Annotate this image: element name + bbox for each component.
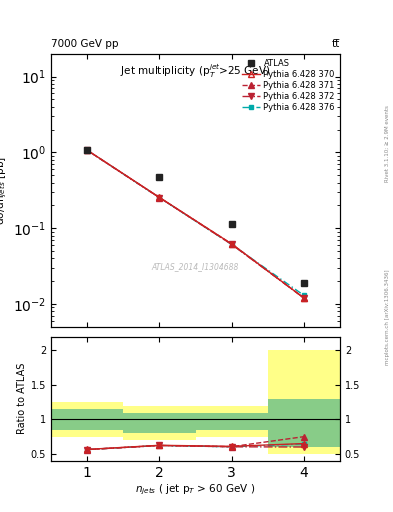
Legend: ATLAS, Pythia 6.428 370, Pythia 6.428 371, Pythia 6.428 372, Pythia 6.428 376: ATLAS, Pythia 6.428 370, Pythia 6.428 37… bbox=[239, 56, 338, 115]
Text: ATLAS_2014_I1304688: ATLAS_2014_I1304688 bbox=[152, 262, 239, 271]
Pythia 6.428 370 bbox=[301, 295, 306, 301]
Line: ATLAS: ATLAS bbox=[84, 147, 307, 286]
Pythia 6.428 372 bbox=[85, 147, 90, 154]
Pythia 6.428 376 bbox=[85, 147, 90, 154]
Pythia 6.428 370 bbox=[229, 241, 234, 247]
Pythia 6.428 372 bbox=[157, 195, 162, 201]
Pythia 6.428 370 bbox=[85, 147, 90, 153]
Pythia 6.428 371 bbox=[229, 241, 234, 247]
Y-axis label: dσ/dn$_{jets}$ [pb]: dσ/dn$_{jets}$ [pb] bbox=[0, 156, 9, 225]
Pythia 6.428 370 bbox=[157, 194, 162, 200]
ATLAS bbox=[301, 280, 306, 286]
ATLAS bbox=[157, 174, 162, 180]
Y-axis label: Ratio to ATLAS: Ratio to ATLAS bbox=[17, 363, 27, 435]
Pythia 6.428 372 bbox=[301, 295, 306, 301]
Pythia 6.428 371 bbox=[301, 295, 306, 301]
X-axis label: $n_{jets}$ ( jet p$_T$ > 60 GeV ): $n_{jets}$ ( jet p$_T$ > 60 GeV ) bbox=[135, 482, 256, 497]
Text: mcplots.cern.ch [arXiv:1306.3436]: mcplots.cern.ch [arXiv:1306.3436] bbox=[385, 270, 389, 365]
ATLAS bbox=[85, 147, 90, 153]
ATLAS bbox=[229, 221, 234, 227]
Pythia 6.428 371 bbox=[85, 147, 90, 154]
Pythia 6.428 376 bbox=[157, 195, 162, 201]
Line: Pythia 6.428 370: Pythia 6.428 370 bbox=[84, 147, 307, 301]
Pythia 6.428 372 bbox=[229, 241, 234, 247]
Text: Jet multiplicity (p$_T^{jet}$>25 GeV): Jet multiplicity (p$_T^{jet}$>25 GeV) bbox=[120, 62, 271, 80]
Pythia 6.428 376 bbox=[229, 241, 234, 247]
Line: Pythia 6.428 376: Pythia 6.428 376 bbox=[85, 148, 306, 298]
Text: 7000 GeV pp: 7000 GeV pp bbox=[51, 38, 119, 49]
Line: Pythia 6.428 371: Pythia 6.428 371 bbox=[84, 147, 307, 301]
Pythia 6.428 376 bbox=[301, 292, 306, 298]
Text: Rivet 3.1.10; ≥ 2.9M events: Rivet 3.1.10; ≥ 2.9M events bbox=[385, 105, 389, 182]
Text: tt̅: tt̅ bbox=[332, 38, 340, 49]
Pythia 6.428 371 bbox=[157, 195, 162, 201]
Line: Pythia 6.428 372: Pythia 6.428 372 bbox=[84, 147, 307, 301]
